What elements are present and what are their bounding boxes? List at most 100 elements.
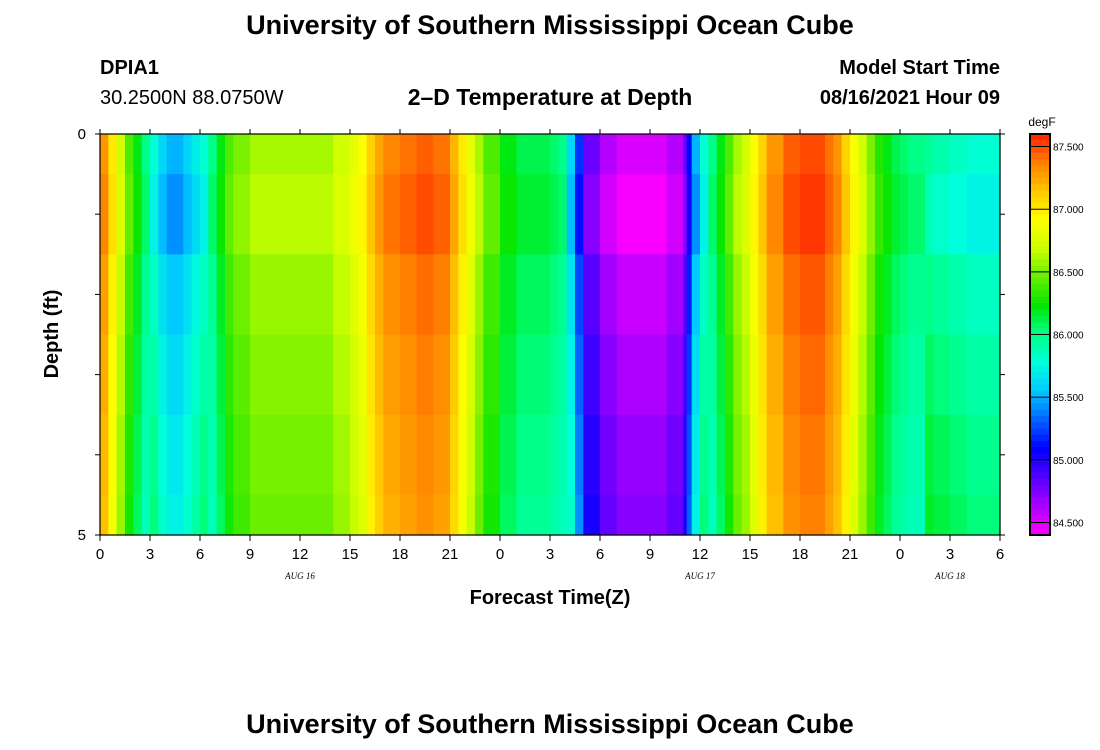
colorbar-tick-label: 85.000 (1053, 456, 1084, 467)
heatmap-cell (716, 254, 726, 336)
heatmap-cell (816, 174, 826, 255)
heatmap-cell (150, 334, 159, 416)
heatmap-cell (758, 494, 768, 536)
heatmap-cell (666, 494, 684, 536)
heatmap-cell (858, 414, 868, 496)
heatmap-cell (841, 414, 851, 496)
heatmap-cell (116, 414, 126, 496)
colorbar-segment (1030, 516, 1050, 524)
heatmap-cell (150, 254, 159, 336)
heatmap-cell (700, 334, 709, 416)
colorbar-segment (1030, 528, 1050, 536)
colorbar-segment (1030, 453, 1050, 461)
colorbar-segment (1030, 227, 1050, 235)
heatmap-cell (216, 334, 226, 416)
x-tick-label: 3 (946, 546, 954, 563)
heatmap-cell (733, 254, 743, 336)
heatmap-cell (866, 254, 876, 336)
heatmap-cell (450, 334, 459, 416)
heatmap-cell (466, 494, 476, 536)
heatmap-cell (686, 174, 693, 255)
heatmap-cell (825, 134, 834, 175)
heatmap-cell (158, 494, 168, 536)
colorbar-segment (1030, 240, 1050, 248)
heatmap-cell (650, 254, 668, 336)
model-start-value: 08/16/2021 Hour 09 (819, 87, 1000, 109)
x-tick-label: 21 (842, 546, 859, 563)
heatmap-cell (866, 334, 876, 416)
heatmap-cell (433, 174, 451, 255)
heatmap-cell (950, 174, 959, 255)
heatmap-cell (958, 134, 968, 175)
heatmap-cell (841, 174, 851, 255)
heatmap-cell (166, 414, 176, 496)
heatmap-cell (141, 414, 151, 496)
colorbar-segment (1030, 422, 1050, 430)
heatmap-cell (925, 494, 934, 536)
heatmap-cell (366, 134, 376, 175)
heatmap-cell (141, 174, 151, 255)
heatmap-cell (516, 174, 534, 255)
heatmap-cell (433, 414, 451, 496)
heatmap-cell (833, 494, 843, 536)
x-tick-label: 9 (646, 546, 654, 563)
heatmap-cell (483, 494, 501, 536)
heatmap-cell (583, 334, 601, 416)
heatmap-cell (358, 494, 368, 536)
heatmap-cell (575, 174, 584, 255)
x-tick-label: 0 (496, 546, 504, 563)
heatmap-cell (358, 134, 368, 175)
heatmap-cell (500, 134, 518, 175)
heatmap-cells (100, 134, 1001, 536)
heatmap-cell (125, 174, 134, 255)
heatmap-cell (225, 174, 234, 255)
heatmap-cell (766, 174, 784, 255)
heatmap-cell (400, 334, 418, 416)
heatmap-cell (175, 414, 184, 496)
heatmap-cell (150, 134, 159, 175)
heatmap-cell (741, 174, 751, 255)
colorbar-segment (1030, 271, 1050, 279)
heatmap-cell (686, 414, 693, 496)
heatmap-cell (250, 134, 268, 175)
heatmap-cell (333, 254, 351, 336)
heatmap-cell (758, 254, 768, 336)
heatmap-cell (750, 414, 759, 496)
heatmap-cell (716, 414, 726, 496)
heatmap-cell (200, 494, 209, 536)
heatmap-cell (708, 414, 718, 496)
heatmap-cell (966, 494, 976, 536)
heatmap-cell (825, 174, 834, 255)
heatmap-cell (833, 334, 843, 416)
heatmap-cell (550, 134, 559, 175)
heatmap-cell (958, 494, 968, 536)
heatmap-cell (300, 134, 318, 175)
heatmap-cell (416, 254, 434, 336)
heatmap-cell (941, 494, 951, 536)
heatmap-cell (686, 254, 693, 336)
heatmap-cell (108, 134, 118, 175)
heatmap-cell (358, 174, 368, 255)
colorbar-segment (1030, 384, 1050, 392)
heatmap-cell (300, 414, 318, 496)
heatmap-cell (350, 174, 359, 255)
heatmap-cell (933, 494, 943, 536)
colorbar-segment (1030, 259, 1050, 267)
colorbar-tick-label: 86.500 (1053, 268, 1084, 279)
heatmap-cell (516, 334, 534, 416)
heatmap-cell (483, 174, 501, 255)
colorbar-segment (1030, 372, 1050, 379)
heatmap-cell (925, 254, 934, 336)
heatmap-cell (708, 494, 718, 536)
heatmap-cell (875, 134, 884, 175)
heatmap-cell (300, 494, 318, 536)
heatmap-cell (908, 134, 918, 175)
heatmap-cell (100, 174, 109, 255)
heatmap-cell (125, 414, 134, 496)
heatmap-cell (183, 334, 193, 416)
colorbar-segment (1030, 466, 1050, 473)
heatmap-cell (483, 334, 501, 416)
heatmap-cell (758, 414, 768, 496)
heatmap-cell (650, 134, 668, 175)
